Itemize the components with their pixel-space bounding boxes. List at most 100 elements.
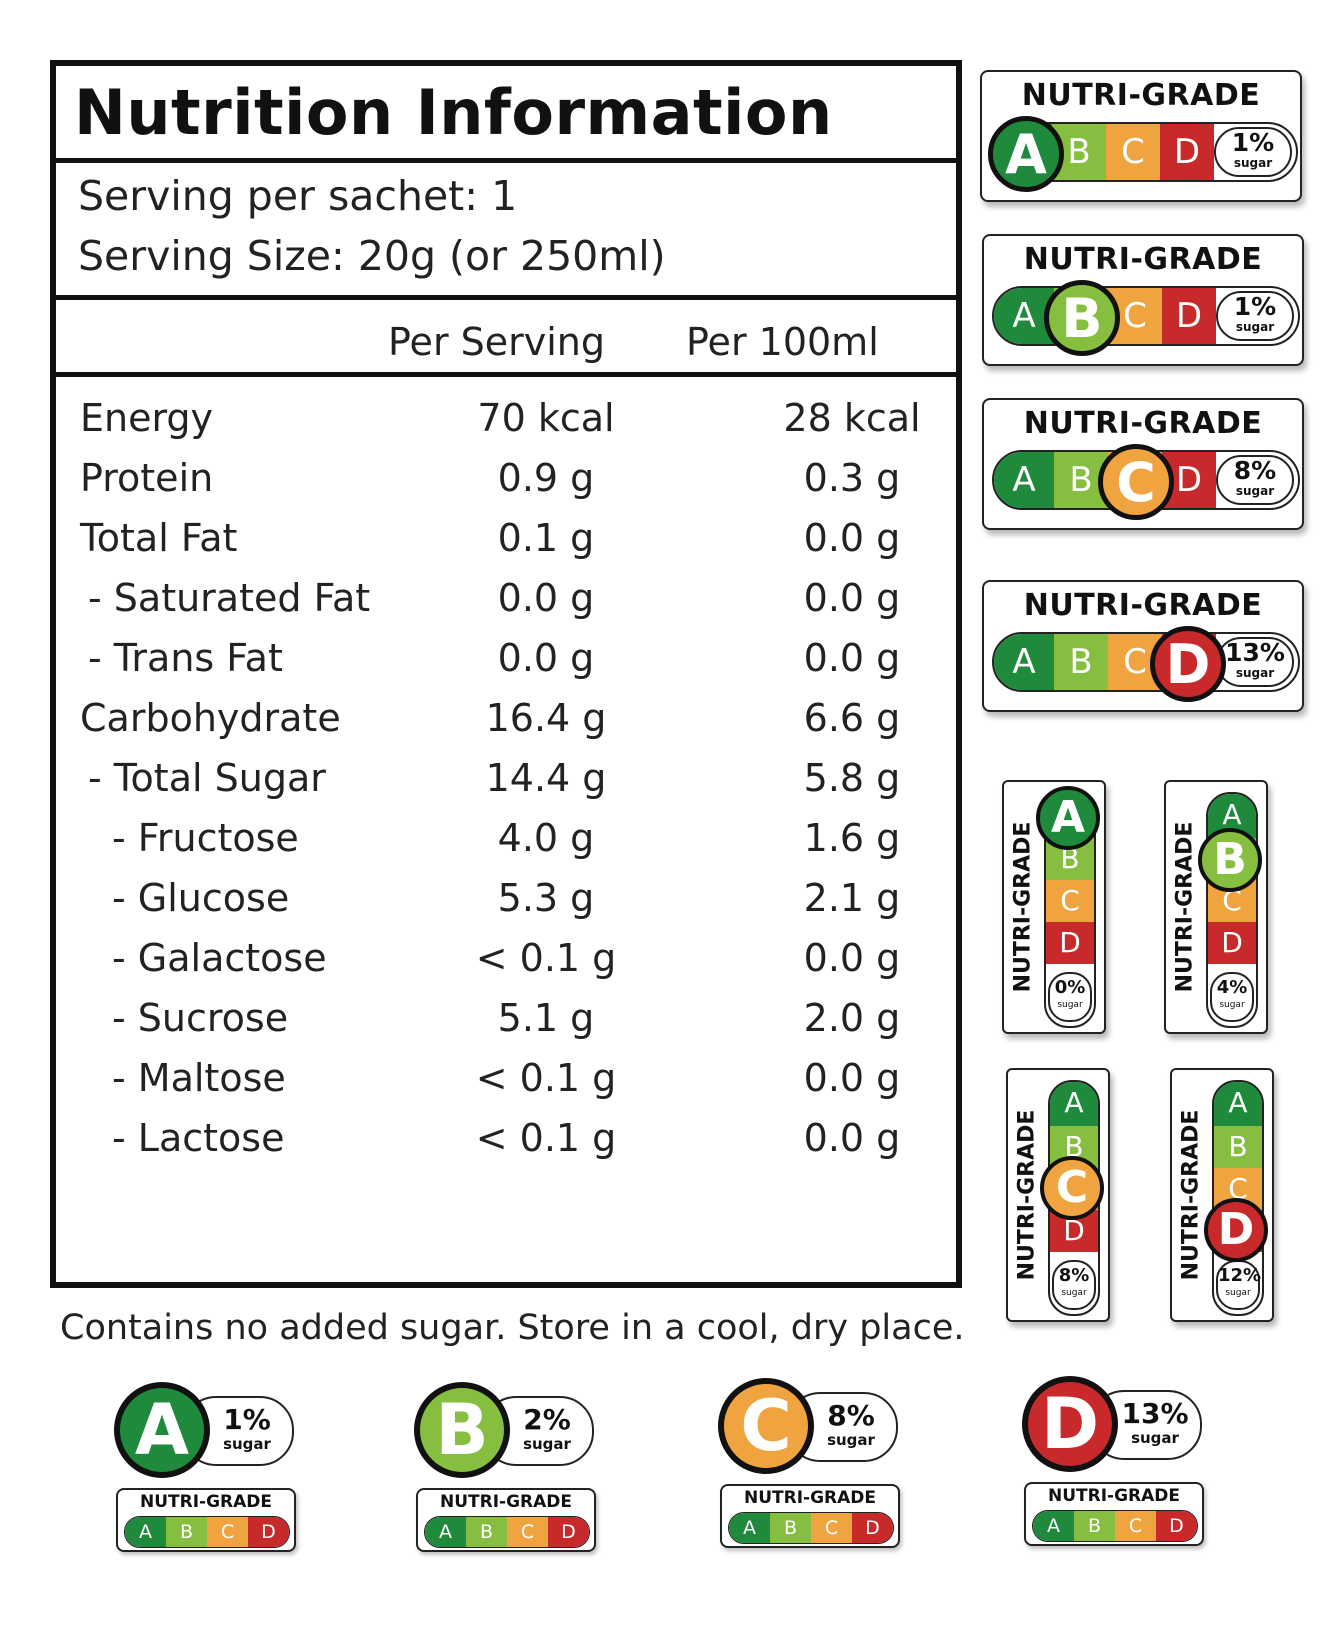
sugar-pill: 8% sugar	[1216, 455, 1294, 505]
sugar-label: sugar	[1061, 1288, 1087, 1298]
sugar-percent: 13%	[1121, 1397, 1189, 1430]
per-100ml-value: 28 kcal	[783, 396, 921, 440]
nutrient-label: Energy	[80, 396, 214, 440]
per-100ml-value: 2.1 g	[803, 876, 901, 920]
grade-bar: A B C 13% sugar	[992, 632, 1300, 692]
grade-scale-box: NUTRI-GRADE A B C D	[720, 1484, 900, 1548]
sugar-label: sugar	[223, 1435, 271, 1453]
nutri-grade-badge-horizontal: NUTRI-GRADE B C D 1% sugar A	[980, 70, 1302, 202]
nutrient-label: Carbohydrate	[80, 696, 341, 740]
per-100ml-value: 5.8 g	[803, 756, 901, 800]
per-serving-value: 0.0 g	[497, 636, 595, 680]
sugar-pill: 8% sugar	[1052, 1260, 1096, 1310]
sugar-percent: 1%	[1233, 292, 1277, 321]
sugar-percent: 12%	[1218, 1265, 1262, 1286]
sugar-percent: 8%	[827, 1399, 875, 1432]
grade-bar: A C D 1% sugar	[992, 286, 1300, 346]
per-100ml-value: 0.3 g	[803, 456, 901, 500]
grade-segment-d: D	[1160, 124, 1214, 180]
nutri-grade-badge-horizontal: NUTRI-GRADE A B C 13% sugar D	[982, 580, 1304, 712]
grade-segment-c: C	[1115, 1511, 1156, 1541]
grade-segment-a: A	[994, 452, 1054, 508]
sugar-pill: 12% sugar	[1216, 1260, 1262, 1310]
grade-bar: A B C D	[728, 1512, 894, 1544]
nutrient-row: Total Fat 0.1 g 0.0 g	[56, 516, 956, 576]
column-header-per-100ml: Per 100ml	[686, 320, 879, 364]
nutrient-row: - Lactose < 0.1 g 0.0 g	[56, 1116, 956, 1176]
grade-segment-d: D	[548, 1517, 589, 1547]
per-serving-value: 0.9 g	[497, 456, 595, 500]
sugar-label: sugar	[1233, 156, 1273, 170]
nutri-grade-badge-stacked: C 8% sugar NUTRI-GRADE A B C D	[718, 1378, 908, 1558]
badge-title: NUTRI-GRADE	[1021, 78, 1261, 113]
grade-segment-d: D	[1046, 922, 1094, 964]
grade-segment-d: D	[852, 1513, 893, 1543]
nutri-grade-badge-stacked: B 2% sugar NUTRI-GRADE A B C D	[414, 1382, 604, 1562]
grade-segment-c: C	[507, 1517, 548, 1547]
per-100ml-value: 1.6 g	[803, 816, 901, 860]
nutrient-label: - Glucose	[112, 876, 290, 920]
sugar-label: sugar	[1235, 666, 1275, 680]
grade-segment-b: B	[466, 1517, 507, 1547]
sugar-pill: 0% sugar	[1048, 972, 1092, 1022]
grade-bar: A B C D	[424, 1516, 590, 1548]
nutrition-panel: Nutrition Information Serving per sachet…	[50, 60, 962, 1288]
badge-title: NUTRI-GRADE	[439, 1492, 573, 1512]
grade-bar: A B C D	[124, 1516, 290, 1548]
badge-title: NUTRI-GRADE	[1023, 406, 1263, 441]
divider	[56, 295, 956, 300]
grade-segment-d: D	[1208, 922, 1256, 964]
sugar-pill: 1% sugar	[1216, 291, 1294, 341]
per-100ml-value: 6.6 g	[803, 696, 901, 740]
badge-title: NUTRI-GRADE	[1023, 588, 1263, 623]
nutri-grade-badge-vertical: NUTRI-GRADE B C D 0% sugar A	[1002, 780, 1106, 1034]
storage-note: Contains no added sugar. Store in a cool…	[60, 1308, 965, 1348]
nutri-grade-badge-vertical: NUTRI-GRADE A C D 4% sugar B	[1164, 780, 1268, 1034]
nutrient-label: - Trans Fat	[88, 636, 283, 680]
sugar-label: sugar	[1235, 320, 1275, 334]
sugar-percent: 1%	[1231, 128, 1275, 157]
grade-d-marker: D	[1204, 1198, 1268, 1262]
nutrient-label: - Total Sugar	[88, 756, 326, 800]
sugar-percent: 13%	[1225, 638, 1285, 667]
sugar-pill: 1% sugar	[1214, 127, 1292, 177]
sugar-percent: 2%	[523, 1403, 571, 1436]
grade-segment-a: A	[1050, 1082, 1098, 1126]
grade-segment-d: D	[1162, 288, 1216, 344]
badge-title: NUTRI-GRADE	[139, 1492, 273, 1512]
nutri-grade-badge-horizontal: NUTRI-GRADE A C D 1% sugar B	[982, 234, 1304, 366]
sugar-label: sugar	[1219, 1000, 1245, 1010]
grade-d-marker: D	[1150, 626, 1226, 702]
sugar-label: sugar	[1131, 1429, 1179, 1447]
per-100ml-value: 0.0 g	[803, 1116, 901, 1160]
nutrient-row: - Trans Fat 0.0 g 0.0 g	[56, 636, 956, 696]
sugar-percent: 8%	[1233, 456, 1277, 485]
nutrient-row: - Galactose < 0.1 g 0.0 g	[56, 936, 956, 996]
sugar-label: sugar	[827, 1431, 875, 1449]
nutrient-label: - Sucrose	[112, 996, 289, 1040]
grade-segment-b: B	[1054, 634, 1108, 690]
nutri-grade-badge-vertical: NUTRI-GRADE A B D 8% sugar C	[1006, 1068, 1110, 1322]
grade-b-marker: B	[1044, 280, 1120, 356]
badge-title: NUTRI-GRADE	[1023, 242, 1263, 277]
grade-segment-c: C	[1046, 880, 1094, 922]
grade-a-marker: A	[114, 1382, 210, 1478]
nutrient-row: Carbohydrate 16.4 g 6.6 g	[56, 696, 956, 756]
grade-c-marker: C	[1040, 1156, 1104, 1220]
serving-size: Serving Size: 20g (or 250ml)	[78, 232, 666, 280]
grade-segment-a: A	[1033, 1511, 1074, 1541]
per-serving-value: 0.1 g	[497, 516, 595, 560]
nutrient-label: - Maltose	[112, 1056, 286, 1100]
grade-segment-b: B	[1074, 1511, 1115, 1541]
grade-segment-a: A	[729, 1513, 770, 1543]
grade-segment-a: A	[125, 1517, 166, 1547]
grade-segment-c: C	[1106, 124, 1160, 180]
sugar-label: sugar	[1235, 484, 1275, 498]
grade-d-marker: D	[1022, 1376, 1118, 1472]
grade-segment-a: A	[1214, 1082, 1262, 1126]
nutrient-row: - Maltose < 0.1 g 0.0 g	[56, 1056, 956, 1116]
per-100ml-value: 2.0 g	[803, 996, 901, 1040]
grade-segment-d: D	[1156, 1511, 1197, 1541]
divider	[56, 158, 956, 163]
grade-a-marker: A	[988, 116, 1064, 192]
